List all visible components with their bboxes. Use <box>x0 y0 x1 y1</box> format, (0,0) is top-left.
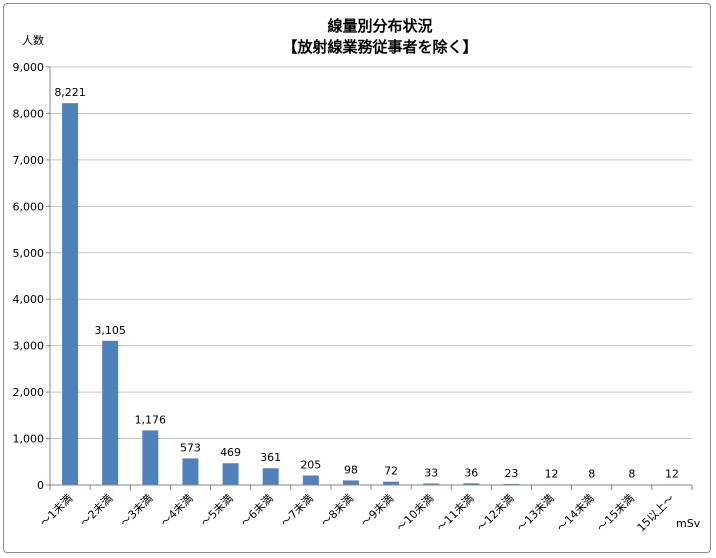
data-label: 8,221 <box>54 86 86 99</box>
x-category-label: ～15未満 <box>595 492 637 534</box>
x-category-label: ～4未満 <box>158 492 195 529</box>
y-tick-label: 3,000 <box>13 340 45 353</box>
data-label: 23 <box>504 467 518 480</box>
y-tick-label: 1,000 <box>13 433 45 446</box>
y-tick-label: 8,000 <box>13 107 45 120</box>
y-tick-label: 0 <box>37 479 44 492</box>
bar <box>142 430 159 485</box>
x-category-label: ～5未満 <box>198 492 235 529</box>
data-label: 573 <box>180 441 201 454</box>
data-label: 72 <box>384 465 398 478</box>
bar <box>302 475 319 485</box>
bar <box>222 463 239 485</box>
bar <box>182 458 199 485</box>
y-tick-label: 9,000 <box>13 61 45 74</box>
x-category-label: ～11未満 <box>434 492 476 534</box>
bar <box>463 483 480 485</box>
data-label: 8 <box>588 468 595 481</box>
chart-frame <box>3 3 711 553</box>
data-labels: 8,221 3,105 1,176 573 469 361 205 98 72 33 36 23 12 8… <box>54 86 679 480</box>
x-category-label: ～12未満 <box>474 492 516 534</box>
chart-subtitle: 【放射線業務従事者を除く】 <box>282 38 477 56</box>
x-category-label: ～8未満 <box>319 492 356 529</box>
y-tick-label: 7,000 <box>13 154 45 167</box>
x-category-label: ～1未満 <box>38 492 75 529</box>
y-axis-unit-label: 人数 <box>22 34 44 47</box>
x-category-label: ～3未満 <box>118 492 155 529</box>
x-category-label: ～10未満 <box>394 492 436 534</box>
bar <box>423 483 440 485</box>
bar <box>262 468 279 485</box>
data-label: 36 <box>464 466 478 479</box>
bars <box>62 103 680 485</box>
data-label: 12 <box>545 467 559 480</box>
x-axis-unit-label: mSv <box>676 517 701 530</box>
data-label: 33 <box>424 466 438 479</box>
y-tick-label: 5,000 <box>13 247 45 260</box>
bar <box>62 103 79 485</box>
data-label: 98 <box>344 463 358 476</box>
data-label: 3,105 <box>94 324 126 337</box>
data-label: 1,176 <box>135 413 167 426</box>
bar <box>383 481 400 485</box>
x-category-label: ～14未満 <box>554 492 596 534</box>
y-tick-label: 6,000 <box>13 200 45 213</box>
y-axis-ticks: 0 1,000 2,000 3,000 4,000 5,000 6,000 7,000 8,00… <box>13 61 50 492</box>
chart-title: 線量別分布状況 <box>327 17 432 35</box>
x-category-label: ～9未満 <box>359 492 396 529</box>
data-label: 361 <box>260 451 281 464</box>
x-category-label: ～2未満 <box>78 492 115 529</box>
x-category-label: 15以上～ <box>635 492 677 534</box>
gridlines <box>50 66 692 440</box>
x-category-label: ～13未満 <box>514 492 556 534</box>
axes <box>49 67 692 486</box>
x-category-label: ～6未満 <box>238 492 275 529</box>
bar <box>503 483 520 485</box>
data-label: 469 <box>220 446 241 459</box>
bar <box>342 480 359 485</box>
data-label: 8 <box>628 468 635 481</box>
y-tick-label: 4,000 <box>13 293 45 306</box>
y-tick-label: 2,000 <box>13 386 45 399</box>
data-label: 12 <box>665 467 679 480</box>
bar <box>102 340 119 485</box>
x-axis-categories: ～1未満 ～2未満 ～3未満 ～4未満 ～5未満 ～6未満 ～7未満 ～8未満 ～9未満～10未… <box>38 485 693 534</box>
x-category-label: ～7未満 <box>278 492 315 529</box>
data-label: 205 <box>300 458 321 471</box>
